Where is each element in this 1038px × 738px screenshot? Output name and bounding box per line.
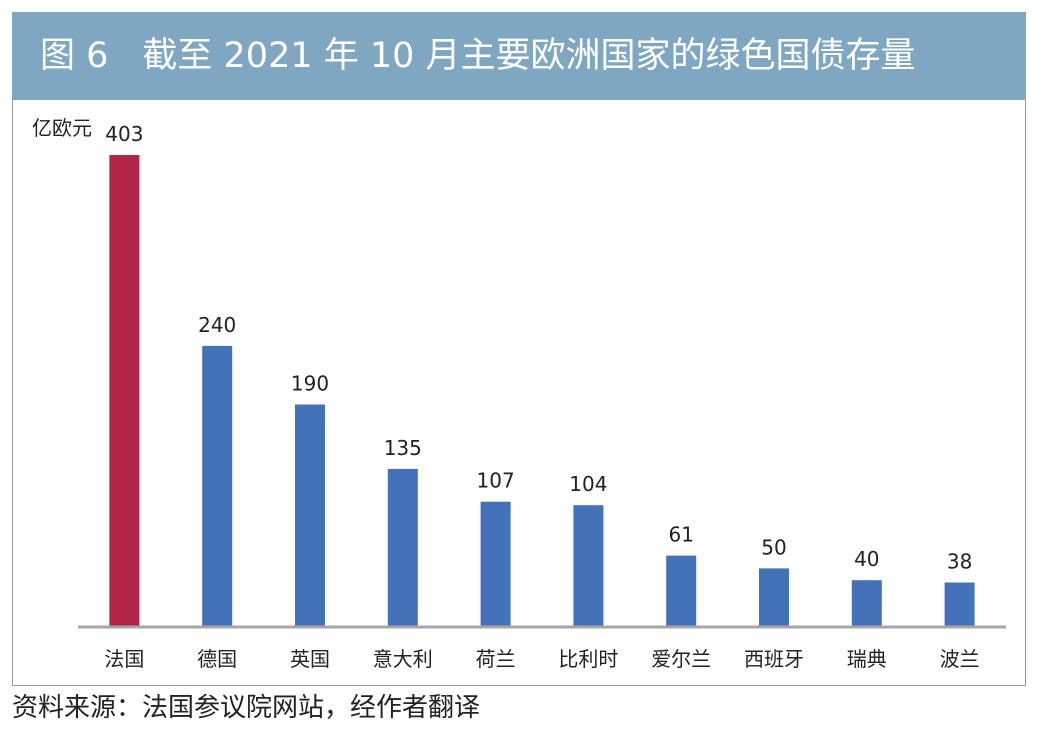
x-tick-label-4: 荷兰 [476,647,516,671]
x-tick-label-6: 爱尔兰 [651,647,711,671]
data-label-5: 104 [569,472,607,496]
x-tick-label-8: 瑞典 [847,647,887,671]
data-label-1: 240 [198,313,236,337]
bar-2 [295,404,325,627]
figure-label: 图 6 [40,36,109,76]
bar-1 [202,345,233,627]
bar-5 [573,505,604,627]
bar-3 [387,468,418,627]
bar-7 [759,568,789,627]
bar-4 [480,501,511,627]
x-tick-label-2: 英国 [290,647,330,671]
y-axis-unit-label: 亿欧元 [32,116,92,140]
data-label-8: 40 [854,547,879,571]
data-label-7: 50 [761,535,786,559]
source-note: 资料来源：法国参议院网站，经作者翻译 [12,693,481,723]
data-label-2: 190 [291,372,329,396]
data-label-9: 38 [947,550,972,574]
chart-title: 图 6 截至 2021 年 10 月主要欧洲国家的绿色国债存量 [40,34,916,78]
x-tick-label-7: 西班牙 [744,647,804,671]
data-label-0: 403 [105,122,143,146]
bar-8 [851,580,882,627]
bar-6 [666,555,697,627]
figure-title: 截至 2021 年 10 月主要欧洲国家的绿色国债存量 [142,36,916,76]
data-label-3: 135 [384,436,422,460]
bar-0 [109,155,140,627]
data-label-4: 107 [477,469,515,493]
bar-9 [944,582,975,627]
x-tick-label-0: 法国 [104,647,144,671]
x-tick-label-1: 德国 [197,647,237,671]
x-tick-label-3: 意大利 [373,647,433,671]
title-bar: 图 6 截至 2021 年 10 月主要欧洲国家的绿色国债存量 [12,12,1026,100]
x-tick-label-9: 波兰 [940,647,980,671]
x-tick-label-5: 比利时 [558,647,618,671]
data-label-6: 61 [668,523,693,547]
